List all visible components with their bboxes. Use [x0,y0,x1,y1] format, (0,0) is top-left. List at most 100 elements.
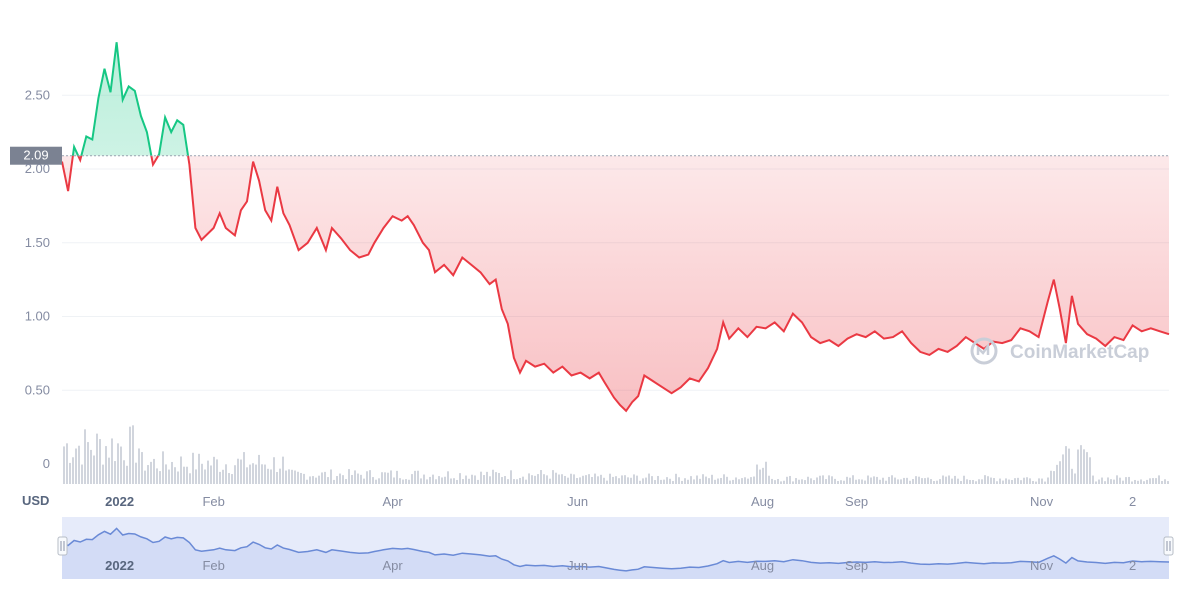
volume-bar [633,474,635,484]
volume-bar [561,474,563,484]
x-tick-label: Nov [1030,494,1054,509]
volume-bar [387,472,389,484]
volume-bar [1029,478,1031,484]
volume-bar [969,479,971,484]
volume-bar [390,470,392,484]
volume-bar [807,476,809,484]
volume-bar [627,477,629,484]
volume-bar [537,474,539,484]
volume-bar [318,475,320,484]
volume-bar [1149,478,1151,484]
volume-bar [444,476,446,484]
volume-bar [225,464,227,484]
volume-bar [315,477,317,484]
volume-bar [528,473,530,484]
volume-bar [171,461,173,484]
volume-bar [201,463,203,484]
volume-bar [1134,479,1136,484]
volume-bar [324,471,326,484]
volume-bar [417,470,419,484]
volume-bar [1146,479,1148,484]
volume-bar [849,477,851,484]
volume-bar [630,477,632,484]
volume-bar [591,477,593,484]
volume-bar [1140,479,1142,484]
range-navigator[interactable]: 2022 Feb Apr Jun Aug Sep Nov 2 [57,517,1174,579]
volume-bar [213,456,215,484]
volume-bar [888,476,890,484]
volume-bar [294,470,296,484]
volume-bar [465,475,467,484]
volume-bar [897,479,899,484]
navigator-left-handle[interactable] [57,536,68,556]
volume-bar [399,478,401,484]
volume-bar [222,469,224,484]
volume-bar [474,475,476,484]
volume-bar [588,474,590,484]
volume-bar [273,457,275,484]
volume-bar [945,476,947,484]
volume-bar [942,475,944,484]
reference-price-badge [10,146,62,165]
volume-bar [1113,479,1115,484]
volume-bar [252,463,254,484]
volume-bar [1122,480,1124,484]
volume-bar [657,475,659,484]
volume-bar [144,470,146,484]
volume-bar [81,464,83,484]
volume-bar [900,479,902,484]
volume-bar [771,478,773,484]
volume-bar [90,449,92,484]
navigator-x-tick-label: Nov [1030,558,1054,573]
volume-bar [483,475,485,484]
volume-bar [867,475,869,484]
volume-bar [558,474,560,484]
volume-bar [549,478,551,484]
volume-bar [345,479,347,484]
volume-bar [606,480,608,484]
volume-bar [363,478,365,484]
y-tick-label: 2.50 [25,87,50,102]
volume-bar [825,479,827,484]
volume-bar [165,464,167,484]
volume-bar [669,478,671,484]
volume-bar [687,479,689,484]
volume-bar [357,473,359,484]
volume-bar [156,468,158,484]
volume-bar [576,477,578,484]
volume-bar [96,433,98,484]
volume-bar [1065,446,1067,484]
volume-bar [288,469,290,484]
volume-bar [237,458,239,484]
volume-bar [852,475,854,484]
volume-bar [546,475,548,484]
volume-bar [276,472,278,484]
y-axis-unit-label: USD [22,493,49,508]
volume-bar [621,475,623,484]
volume-bar [756,464,758,484]
volume-bar [507,479,509,484]
volume-bar [510,470,512,484]
volume-bar [1005,478,1007,484]
volume-bar [741,478,743,484]
volume-bar [1014,478,1016,484]
volume-bar [414,470,416,484]
volume-bar [786,476,788,484]
volume-bar [1092,475,1094,484]
volume-bar [960,481,962,484]
navigator-series [61,527,1170,579]
volume-bar [486,471,488,484]
coinmarketcap-watermark: CoinMarketCap [970,337,1149,365]
volume-bar [1110,479,1112,484]
volume-bar [348,469,350,484]
volume-bar [360,474,362,484]
volume-bar [462,479,464,484]
volume-bar [843,480,845,484]
navigator-right-handle[interactable] [1163,536,1174,556]
volume-bar [501,477,503,484]
y-tick-label: 1.00 [25,309,50,324]
volume-bar [435,479,437,484]
volume-bar [912,479,914,484]
